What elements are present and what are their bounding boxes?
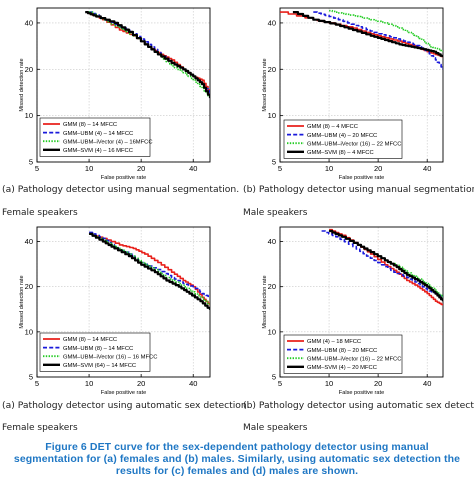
legend-entry: GMM–SVM (4) – 20 MFCC	[307, 365, 377, 371]
series-line-2	[321, 230, 443, 298]
y-tick-label: 5	[29, 373, 33, 382]
legend-entry: GMM–SVM (4) – 16 MFCC	[63, 148, 133, 154]
plot-frame	[36, 226, 211, 378]
caption-panel-a: (a) Pathology detector using manual segm…	[2, 184, 240, 195]
caption-panel-b: (b) Pathology detector using manual segm…	[243, 184, 474, 195]
legend-entry: GMM–UBM–iVector (4) – 16MFCC	[63, 139, 153, 145]
y-axis-label: Missed detection rate	[262, 275, 268, 328]
x-tick-label: 10	[325, 164, 333, 173]
y-tick-label: 40	[25, 18, 33, 27]
legend-entry: GMM–SVM (8) – 4 MFCC	[307, 150, 374, 156]
y-axis-label: Missed detection rate	[19, 275, 25, 328]
caption-panel-d: (b) Pathology detector using automatic s…	[243, 400, 474, 411]
series-group	[85, 11, 210, 99]
y-tick-label: 10	[25, 327, 33, 336]
series-line-4	[89, 232, 210, 310]
x-tick-label: 20	[374, 379, 382, 388]
det-panel-2: 5 10 20 40 5 10 20 40 False positive rate Missed …	[262, 7, 444, 181]
y-tick-label: 40	[268, 237, 276, 246]
legend-entry: GMM (8) – 14 MFCC	[63, 337, 117, 343]
x-tick-label: 10	[85, 379, 93, 388]
legend-entry: GMM–UBM–iVector (16) – 22 MFCC	[307, 141, 401, 147]
y-tick-label: 10	[268, 111, 276, 120]
x-axis-label: False positive rate	[101, 390, 146, 396]
series-line-3	[329, 9, 443, 52]
legend-entry: GMM (8) – 4 MFCC	[307, 124, 358, 130]
series-line-3	[89, 11, 210, 99]
y-tick-label: 20	[25, 282, 33, 291]
series-line-1	[329, 228, 443, 306]
series-line-2	[89, 11, 210, 94]
x-axis-label: False positive rate	[339, 175, 384, 181]
x-tick-label: 20	[374, 164, 382, 173]
legend-entry: GMM–UBM (8) – 14 MFCC	[63, 346, 133, 352]
legend-entry: GMM–UBM–iVector (16) – 16 MFCC	[63, 354, 157, 360]
x-tick-label: 40	[423, 164, 431, 173]
x-tick-label: 5	[35, 164, 39, 173]
series-group	[321, 228, 443, 306]
series-group	[89, 231, 210, 310]
plot-frame	[279, 7, 444, 163]
plot-frame	[279, 226, 444, 378]
legend-entry: GMM–UBM (8) – 20 MFCC	[307, 348, 377, 354]
y-tick-label: 20	[268, 282, 276, 291]
series-line-4	[85, 11, 210, 99]
legend-entry: GMM (8) – 14 MFCC	[63, 122, 117, 128]
x-tick-label: 5	[35, 379, 39, 388]
series-line-4	[292, 11, 443, 58]
legend-entry: GMM–SVM (64) – 14 MFCC	[63, 363, 136, 369]
y-axis-label: Missed detection rate	[19, 58, 25, 111]
y-tick-label: 5	[29, 158, 33, 167]
y-tick-label: 40	[268, 18, 276, 27]
figure-caption: Figure 6 DET curve for the sex-dependent…	[13, 441, 461, 477]
legend-entry: GMM–UBM (4) – 14 MFCC	[63, 131, 133, 137]
y-tick-label: 10	[25, 111, 33, 120]
x-axis-label: False positive rate	[339, 390, 384, 396]
series-group	[280, 9, 443, 70]
x-tick-label: 40	[189, 379, 197, 388]
series-line-1	[89, 233, 210, 306]
group-label-panel-d: Male speakers	[243, 423, 308, 433]
y-tick-label: 40	[25, 237, 33, 246]
x-tick-label: 40	[423, 379, 431, 388]
series-line-1	[89, 12, 210, 94]
det-panel-3: 5 10 20 40 5 10 20 40 False positive rate Missed …	[19, 226, 211, 396]
x-tick-label: 20	[137, 379, 145, 388]
group-label-panel-c: Female speakers	[2, 423, 78, 433]
det-panel-1: 5 10 20 40 5 10 20 40 False positive rate Missed …	[19, 7, 211, 181]
det-panel-4: 5 10 20 40 5 10 20 40 False positive rate Missed …	[262, 226, 444, 396]
y-axis-label: Missed detection rate	[262, 58, 268, 111]
y-tick-label: 20	[268, 65, 276, 74]
x-tick-label: 40	[189, 164, 197, 173]
legend-entry: GMM–UBM (4) – 20 MFCC	[307, 133, 377, 139]
series-line-1	[280, 11, 443, 58]
y-tick-label: 10	[268, 327, 276, 336]
x-tick-label: 20	[137, 164, 145, 173]
series-line-2	[313, 11, 443, 70]
legend-entry: GMM–UBM–iVector (16) – 22 MFCC	[307, 356, 401, 362]
x-tick-label: 10	[325, 379, 333, 388]
y-tick-label: 20	[25, 65, 33, 74]
y-tick-label: 5	[272, 158, 276, 167]
group-label-panel-b: Male speakers	[243, 208, 308, 218]
x-tick-label: 10	[85, 164, 93, 173]
series-line-4	[329, 229, 443, 302]
plot-frame	[36, 7, 211, 163]
x-axis-label: False positive rate	[101, 175, 146, 181]
x-tick-label: 5	[278, 164, 282, 173]
legend-entry: GMM (4) – 18 MFCC	[307, 339, 361, 345]
y-tick-label: 5	[272, 373, 276, 382]
caption-panel-c: (a) Pathology detector using automatic s…	[2, 400, 250, 411]
group-label-panel-a: Female speakers	[2, 208, 78, 218]
x-tick-label: 5	[278, 379, 282, 388]
